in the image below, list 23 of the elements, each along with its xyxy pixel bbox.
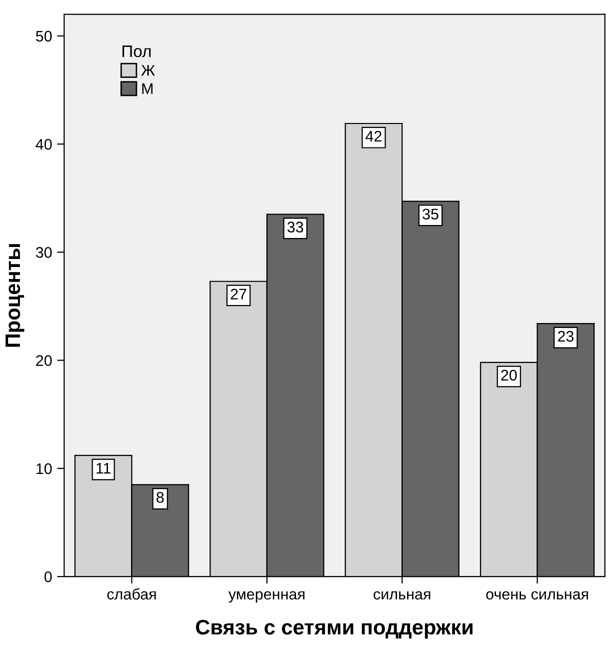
data-label: 35 (422, 208, 438, 220)
y-tick-label: 0 (44, 571, 52, 582)
data-label: 27 (230, 288, 246, 300)
x-tick-label: слабая (107, 588, 156, 600)
y-axis-title: Проценты (6, 244, 24, 347)
data-label: 23 (558, 330, 574, 342)
data-label: 20 (501, 370, 517, 381)
data-label: 8 (156, 492, 164, 503)
y-tick-label: 20 (36, 355, 52, 366)
data-label: 42 (366, 130, 382, 142)
legend-title: Пол (122, 46, 151, 58)
x-tick-label: сильная (374, 591, 430, 600)
y-tick-label: 50 (36, 30, 52, 42)
legend-label: М (142, 83, 152, 94)
data-label: 11 (96, 462, 111, 474)
legend-label: Ж (141, 65, 155, 76)
x-axis-title: Связь с сетями поддержки (196, 620, 472, 639)
data-label: 33 (287, 222, 304, 232)
y-tick-label: 10 (36, 463, 52, 474)
x-tick-label: очень сильная (486, 591, 588, 600)
y-tick-label: 40 (36, 138, 52, 150)
y-tick-label: 30 (36, 247, 52, 258)
x-tick-label: умеренная (228, 591, 304, 603)
